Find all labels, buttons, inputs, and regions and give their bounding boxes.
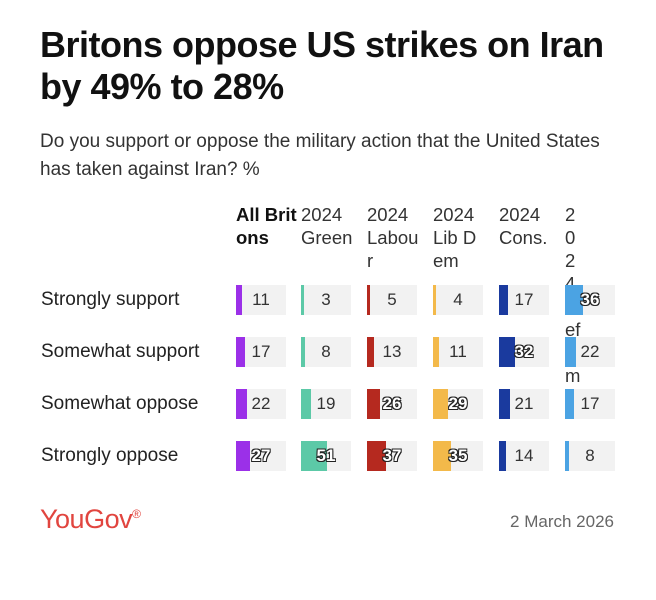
chart-table: Strongly support Somewhat support Somewhat…: [41, 204, 615, 471]
value-bar: [236, 337, 245, 367]
table-cell: 11: [236, 285, 286, 315]
value-bar: [367, 285, 370, 315]
column-header: All Britons: [236, 204, 297, 248]
value-bar: [499, 337, 515, 367]
value-label: 21: [514, 394, 534, 413]
value-label: 51: [316, 446, 336, 465]
value-label: 8: [321, 342, 331, 361]
value-label: 19: [316, 394, 336, 413]
logo-mark: ®: [132, 507, 141, 521]
table-cell: 37: [367, 441, 417, 471]
row-label: Somewhat oppose: [41, 393, 199, 414]
table-cell: 17: [236, 337, 286, 367]
value-bar: [236, 441, 250, 471]
table-cell: 22: [236, 389, 286, 419]
value-label: 27: [251, 446, 271, 465]
value-bar: [301, 285, 304, 315]
value-label: 35: [448, 446, 468, 465]
table-cell: 36: [565, 285, 615, 315]
value-label: 36: [580, 290, 600, 309]
value-bar: [236, 285, 242, 315]
publish-date: 2 March 2026: [510, 512, 614, 531]
value-bar: [565, 285, 583, 315]
value-label: 37: [382, 446, 402, 465]
table-cell: 21: [499, 389, 549, 419]
table-cell: 17: [499, 285, 549, 315]
value-bar: [565, 337, 576, 367]
chart-subtitle: Do you support or oppose the military ac…: [40, 131, 600, 180]
table-cell: 4: [433, 285, 483, 315]
row-label: Strongly support: [41, 289, 180, 310]
value-label: 29: [448, 394, 468, 413]
table-cell: 3: [301, 285, 351, 315]
value-bar: [301, 389, 311, 419]
value-bar: [367, 389, 380, 419]
value-bar: [433, 389, 448, 419]
value-bar: [565, 389, 574, 419]
value-label: 11: [449, 342, 467, 361]
value-label: 3: [321, 290, 331, 309]
value-label: 22: [580, 342, 600, 361]
value-label: 14: [514, 446, 534, 465]
value-bar: [301, 337, 305, 367]
table-cell: 14: [499, 441, 549, 471]
value-bar: [367, 441, 386, 471]
table-cell: 11: [433, 337, 483, 367]
table-cell: 29: [433, 389, 483, 419]
column-header: 2024 Lib Dem: [433, 204, 477, 271]
value-label: 32: [514, 342, 534, 361]
value-bar: [565, 441, 569, 471]
table-cell: 27: [236, 441, 286, 471]
logo-text: YouGov: [40, 504, 133, 534]
value-label: 8: [585, 446, 595, 465]
table-cell: 5: [367, 285, 417, 315]
yougov-logo: YouGov®: [40, 504, 141, 535]
value-bar: [433, 441, 451, 471]
value-label: 17: [251, 342, 271, 361]
table-cell: 13: [367, 337, 417, 367]
value-label: 11: [252, 290, 270, 309]
value-bar: [367, 337, 374, 367]
column-header: 2024 Cons.: [499, 204, 548, 248]
page-title: Britons oppose US strikes on Iran by 49%…: [40, 24, 604, 107]
value-bar: [236, 389, 247, 419]
value-bar: [301, 441, 327, 471]
value-bar: [433, 337, 439, 367]
value-bar: [499, 389, 510, 419]
table-cell: 26: [367, 389, 417, 419]
value-bar: [499, 285, 508, 315]
value-bar: [499, 441, 506, 471]
value-label: 5: [387, 290, 397, 309]
value-label: 17: [580, 394, 600, 413]
table-cell: 51: [301, 441, 351, 471]
value-label: 13: [382, 342, 402, 361]
table-cell: 22: [565, 337, 615, 367]
table-cell: 17: [565, 389, 615, 419]
value-label: 4: [453, 290, 463, 309]
row-label: Somewhat support: [41, 341, 200, 362]
column-header: 2024 Labour: [367, 204, 419, 271]
value-bar: [433, 285, 436, 315]
value-label: 17: [514, 290, 534, 309]
table-cell: 32: [499, 337, 549, 367]
column-header: 2024 Green: [301, 204, 353, 248]
table-cell: 19: [301, 389, 351, 419]
row-label: Strongly oppose: [41, 445, 179, 466]
value-label: 22: [251, 394, 271, 413]
table-cell: 35: [433, 441, 483, 471]
value-label: 26: [382, 394, 402, 413]
table-cell: 8: [565, 441, 615, 471]
table-cell: 8: [301, 337, 351, 367]
